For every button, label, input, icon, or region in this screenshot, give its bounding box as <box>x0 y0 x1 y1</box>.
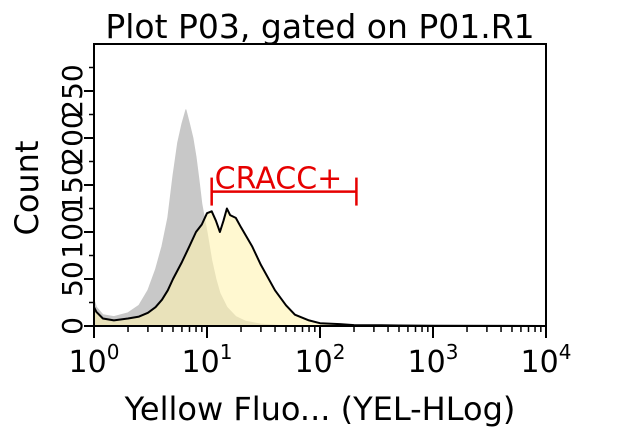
x-axis: 100 101 102 103 104 <box>69 326 572 380</box>
x-tick-label: 101 <box>182 340 233 380</box>
y-tick-label: 150 <box>56 158 89 211</box>
y-tick-label: 100 <box>56 205 89 258</box>
x-tick-label: 103 <box>408 340 459 380</box>
y-tick-label: 250 <box>56 64 89 117</box>
y-axis-label: Count <box>8 140 46 235</box>
y-tick-label: 200 <box>56 111 89 164</box>
x-tick-label: 102 <box>295 340 346 380</box>
y-tick-label: 0 <box>56 317 89 335</box>
gate-marker[interactable]: CRACC+ <box>210 162 358 206</box>
histogram-series-2 <box>93 207 547 327</box>
x-tick-label: 104 <box>521 340 572 380</box>
x-tick-label: 100 <box>69 340 120 380</box>
y-tick-label: 50 <box>56 261 89 297</box>
x-axis-label: Yellow Fluo... (YEL-HLog) <box>124 390 516 428</box>
chart-title: Plot P03, gated on P01.R1 <box>105 7 534 46</box>
plot-area <box>93 109 547 327</box>
gate-label: CRACC+ <box>215 162 343 197</box>
